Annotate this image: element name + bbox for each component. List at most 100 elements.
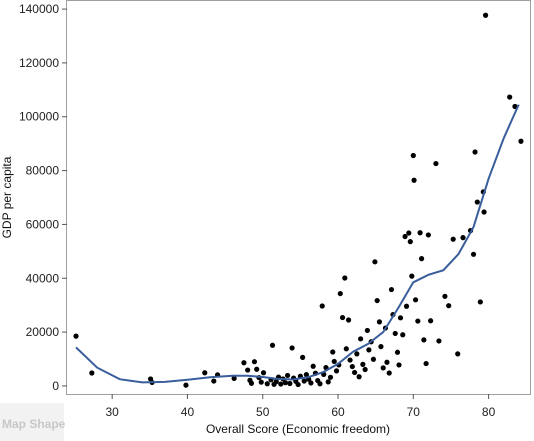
data-point[interactable] bbox=[425, 232, 431, 238]
data-point[interactable] bbox=[269, 342, 276, 348]
data-point[interactable] bbox=[418, 256, 425, 262]
data-point[interactable] bbox=[374, 297, 380, 304]
data-point[interactable] bbox=[406, 230, 412, 236]
data-point[interactable] bbox=[384, 359, 390, 365]
data-point[interactable] bbox=[378, 344, 384, 350]
data-point[interactable] bbox=[423, 360, 429, 367]
y-tick-label: 60000 bbox=[26, 217, 60, 231]
data-point[interactable] bbox=[507, 94, 513, 100]
data-point[interactable] bbox=[450, 236, 456, 242]
data-point[interactable] bbox=[295, 381, 301, 388]
data-point[interactable] bbox=[231, 375, 237, 381]
data-point[interactable] bbox=[394, 349, 401, 355]
data-point[interactable] bbox=[317, 381, 323, 387]
data-point[interactable] bbox=[241, 360, 247, 366]
data-point[interactable] bbox=[343, 346, 349, 352]
data-point[interactable] bbox=[258, 379, 264, 385]
data-point[interactable] bbox=[202, 370, 208, 376]
data-point[interactable] bbox=[388, 286, 395, 293]
data-point[interactable] bbox=[481, 209, 487, 215]
data-point[interactable] bbox=[400, 332, 406, 338]
data-point[interactable] bbox=[260, 370, 267, 376]
data-point[interactable] bbox=[331, 358, 337, 365]
data-point[interactable] bbox=[366, 347, 372, 353]
data-point[interactable] bbox=[345, 317, 352, 323]
data-point[interactable] bbox=[410, 152, 416, 159]
data-point[interactable] bbox=[397, 315, 404, 321]
data-point[interactable] bbox=[402, 233, 408, 240]
data-point[interactable] bbox=[347, 357, 353, 363]
data-point[interactable] bbox=[245, 367, 251, 373]
data-point[interactable] bbox=[409, 273, 415, 279]
data-point[interactable] bbox=[278, 381, 284, 387]
data-point[interactable] bbox=[251, 359, 258, 365]
data-point[interactable] bbox=[89, 370, 95, 376]
data-point[interactable] bbox=[282, 380, 288, 386]
data-point[interactable] bbox=[392, 330, 398, 337]
data-point[interactable] bbox=[339, 314, 346, 321]
data-point[interactable] bbox=[327, 374, 334, 380]
data-point[interactable] bbox=[301, 378, 307, 384]
x-tick-label: 40 bbox=[181, 405, 195, 419]
data-point[interactable] bbox=[417, 230, 423, 236]
data-point[interactable] bbox=[412, 297, 419, 303]
data-point[interactable] bbox=[360, 361, 366, 367]
data-point[interactable] bbox=[333, 368, 340, 374]
data-point[interactable] bbox=[407, 239, 413, 245]
data-point[interactable] bbox=[415, 318, 421, 324]
data-point[interactable] bbox=[442, 293, 448, 299]
data-point[interactable] bbox=[337, 290, 343, 297]
data-point[interactable] bbox=[300, 354, 306, 360]
data-point[interactable] bbox=[351, 369, 358, 376]
x-tick-label: 80 bbox=[482, 405, 496, 419]
data-point[interactable] bbox=[376, 319, 383, 325]
data-point[interactable] bbox=[349, 363, 355, 370]
data-point[interactable] bbox=[310, 363, 316, 369]
data-point[interactable] bbox=[482, 12, 489, 18]
data-point[interactable] bbox=[411, 177, 417, 183]
data-point[interactable] bbox=[73, 333, 79, 339]
data-point[interactable] bbox=[477, 299, 483, 305]
data-point[interactable] bbox=[330, 349, 336, 355]
data-point[interactable] bbox=[421, 337, 427, 343]
data-point[interactable] bbox=[455, 351, 461, 357]
data-point[interactable] bbox=[183, 382, 189, 388]
data-point[interactable] bbox=[403, 303, 410, 309]
data-point[interactable] bbox=[358, 336, 364, 342]
data-point[interactable] bbox=[446, 303, 452, 309]
data-point[interactable] bbox=[303, 372, 310, 378]
data-point[interactable] bbox=[433, 160, 439, 167]
data-point[interactable] bbox=[319, 303, 325, 309]
data-point[interactable] bbox=[518, 138, 524, 144]
data-point[interactable] bbox=[289, 345, 295, 351]
data-point[interactable] bbox=[325, 379, 331, 385]
data-point[interactable] bbox=[428, 318, 434, 324]
data-point[interactable] bbox=[370, 356, 377, 362]
data-point[interactable] bbox=[308, 380, 314, 386]
data-point[interactable] bbox=[264, 381, 270, 387]
data-point[interactable] bbox=[356, 374, 362, 380]
data-point[interactable] bbox=[372, 259, 378, 265]
data-point[interactable] bbox=[362, 366, 368, 373]
data-point[interactable] bbox=[342, 275, 348, 281]
map-shape-panel[interactable] bbox=[0, 403, 64, 441]
data-point[interactable] bbox=[386, 370, 392, 376]
data-point[interactable] bbox=[364, 327, 370, 334]
data-point[interactable] bbox=[287, 380, 293, 387]
data-point[interactable] bbox=[470, 251, 477, 257]
data-point[interactable] bbox=[254, 366, 260, 372]
data-point[interactable] bbox=[211, 378, 217, 384]
data-point[interactable] bbox=[460, 235, 466, 241]
data-point[interactable] bbox=[472, 149, 478, 155]
plot-frame bbox=[66, 0, 531, 395]
data-point[interactable] bbox=[248, 380, 255, 386]
x-tick-label: 60 bbox=[331, 405, 345, 419]
data-point[interactable] bbox=[380, 365, 386, 371]
data-point[interactable] bbox=[284, 372, 291, 379]
data-point[interactable] bbox=[436, 338, 442, 344]
y-tick-label: 140000 bbox=[19, 2, 59, 16]
data-point[interactable] bbox=[474, 199, 480, 205]
data-point[interactable] bbox=[354, 351, 360, 357]
data-point[interactable] bbox=[396, 362, 402, 368]
data-point[interactable] bbox=[273, 379, 279, 385]
